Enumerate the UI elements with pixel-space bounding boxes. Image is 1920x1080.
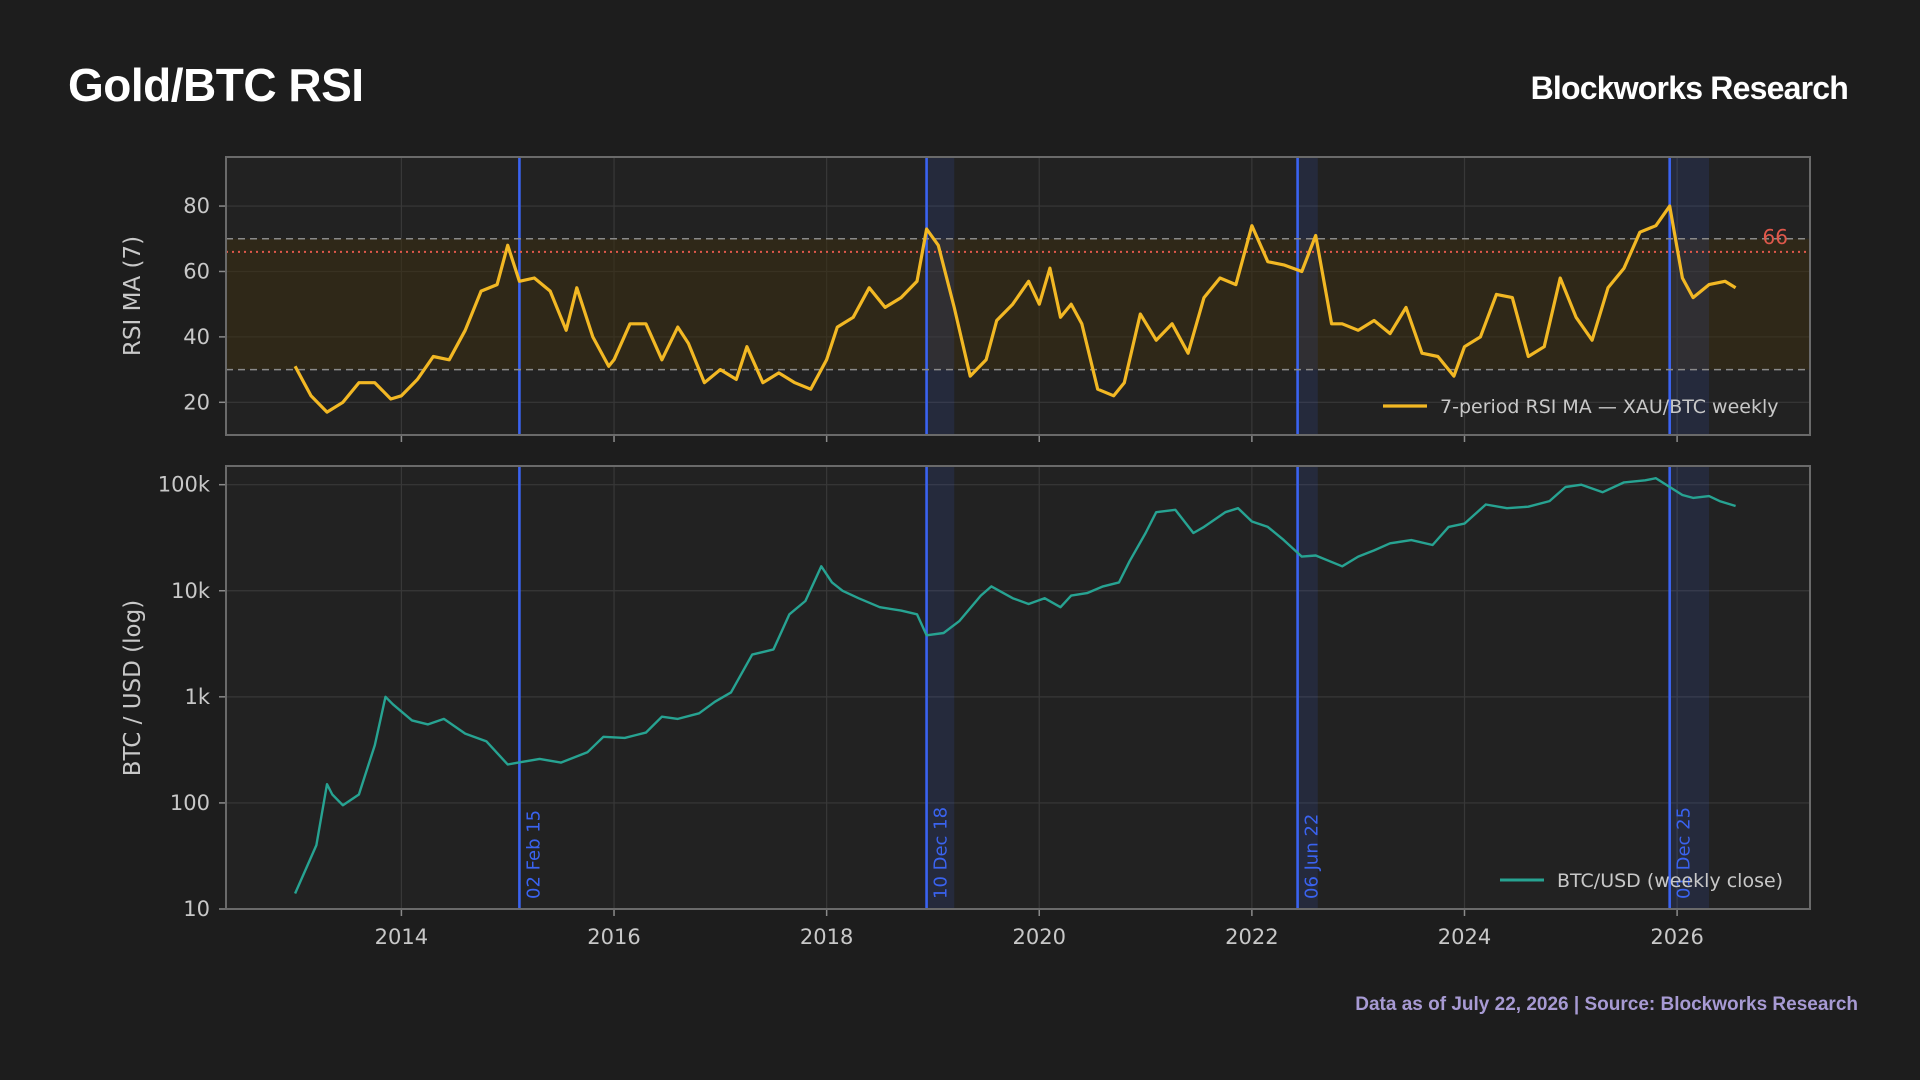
event-shade [1297, 157, 1318, 435]
rsi-y-tick-label: 40 [183, 325, 210, 349]
rsi-y-axis-label: RSI MA (7) [120, 236, 146, 356]
rsi-panel: 66 20 40 60 80 RSI MA (7) 7-period RSI MA —… [120, 156, 1811, 442]
event-date-label: 06 Jun 22 [1302, 814, 1323, 899]
event-shade [926, 157, 955, 435]
event-date-label: 10 Dec 18 [931, 807, 952, 899]
rsi-series-line [293, 204, 1737, 414]
btc-x-tick-label: 2018 [800, 925, 853, 949]
btc-legend-label: BTC/USD (weekly close) [1557, 870, 1783, 892]
event-shade [926, 466, 955, 909]
btc-panel-frame [225, 465, 1811, 910]
btc-y-tick-label: 100k [158, 473, 211, 497]
rsi-neutral-band [226, 238, 1810, 370]
btc-y-axis-label: BTC / USD (log) [120, 600, 146, 776]
btc-panel-background [226, 466, 1810, 909]
event-shade [1669, 466, 1710, 909]
btc-y-tick-label: 10k [171, 579, 211, 603]
rsi-legend-label: 7-period RSI MA — XAU/BTC weekly [1440, 396, 1778, 418]
btc-x-tick-label: 2020 [1013, 925, 1066, 949]
btc-x-tick-label: 2016 [587, 925, 640, 949]
btc-series-line [294, 477, 1736, 894]
brand-logo: Blockworks Research [1530, 70, 1849, 106]
rsi-x-ticks [400, 435, 1678, 442]
event-date-label: 02 Feb 15 [523, 810, 544, 899]
btc-event-labels: 02 Feb 15 10 Dec 18 06 Jun 22 01 Dec 25 [523, 807, 1694, 899]
btc-y-tick-label: 100 [170, 791, 210, 815]
event-date-label: 01 Dec 25 [1674, 807, 1695, 899]
rsi-y-tick-label: 80 [183, 194, 210, 218]
rsi-event-markers [518, 157, 1710, 435]
btc-x-tick-label: 2014 [375, 925, 428, 949]
rsi-y-tick-label: 60 [183, 259, 210, 283]
btc-x-tick-label: 2024 [1438, 925, 1491, 949]
btc-y-tick-label: 1k [184, 685, 210, 709]
btc-panel: 02 Feb 15 10 Dec 18 06 Jun 22 01 Dec 25 101… [120, 465, 1811, 949]
btc-legend: BTC/USD (weekly close) [1500, 870, 1783, 892]
rsi-legend: 7-period RSI MA — XAU/BTC weekly [1383, 396, 1778, 418]
btc-event-markers [518, 466, 1710, 909]
btc-x-ticks: 2014 2016 2018 2020 2022 2024 2026 [375, 909, 1704, 949]
btc-y-tick-label: 10 [183, 897, 210, 921]
rsi-panel-frame [225, 156, 1811, 436]
event-shade [1669, 157, 1710, 435]
btc-x-tick-label: 2026 [1650, 925, 1703, 949]
rsi-y-ticks: 20 40 60 80 [183, 194, 226, 414]
page-title: Gold/BTC RSI [68, 59, 364, 111]
btc-x-tick-label: 2022 [1225, 925, 1278, 949]
event-shade [1297, 466, 1318, 909]
rsi-threshold-label: 66 [1763, 225, 1788, 249]
btc-y-ticks: 10 100 1k 10k 100k [158, 473, 226, 921]
footer-source-note: Data as of July 22, 2026 | Source: Block… [1355, 994, 1858, 1015]
rsi-y-tick-label: 20 [183, 390, 210, 414]
